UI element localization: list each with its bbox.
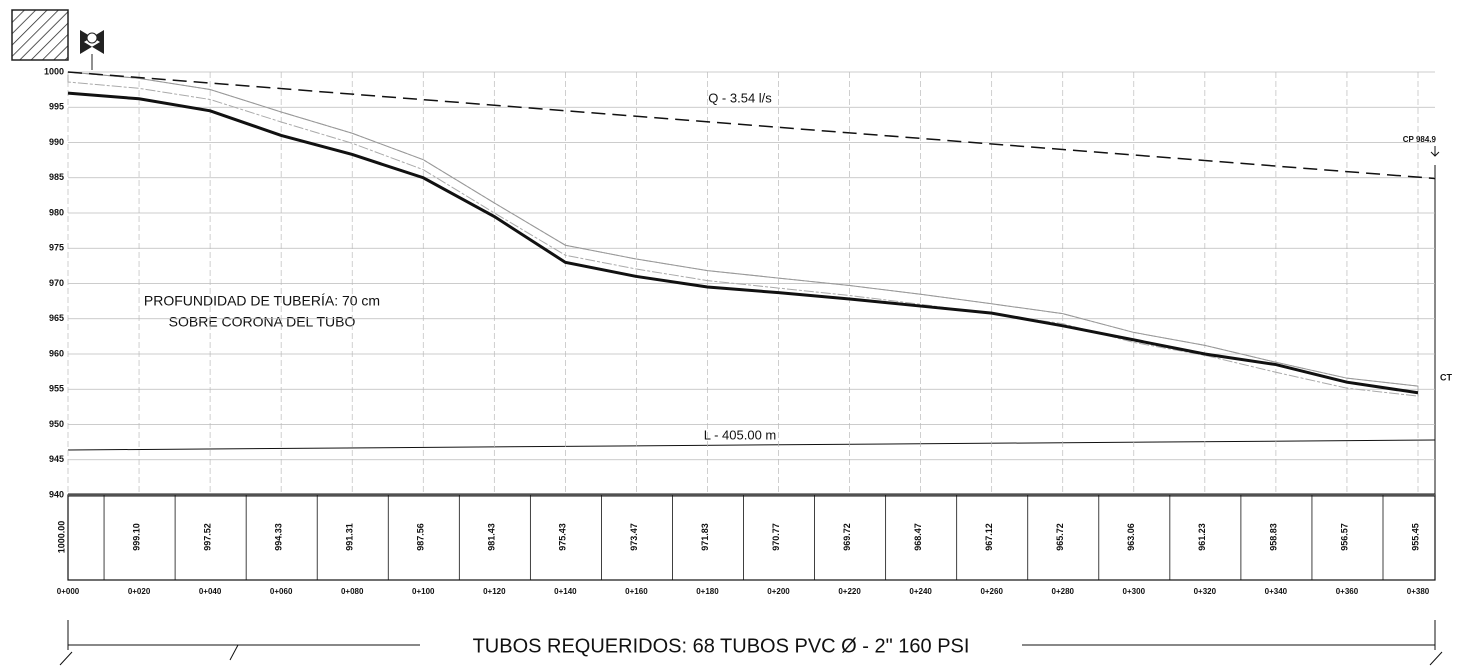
station-label: 0+140: [554, 587, 577, 596]
y-tick-label: 970: [49, 278, 64, 288]
station-label: 0+300: [1123, 587, 1146, 596]
elevation-value: 991.31: [345, 523, 355, 551]
dimension-ticks: [59, 620, 1443, 666]
depth-label: PROFUNDIDAD DE TUBERÍA: 70 cm: [144, 293, 380, 309]
station-label: 0+200: [767, 587, 790, 596]
elevation-value: 994.33: [274, 523, 284, 551]
station-label: 0+020: [128, 587, 151, 596]
station-label: 0+160: [625, 587, 648, 596]
station-label: 0+260: [980, 587, 1003, 596]
station-label: 0+120: [483, 587, 506, 596]
elevation-value: 1000.00: [56, 521, 66, 554]
reservoir-icon: [11, 9, 69, 61]
y-tick-label: 955: [49, 384, 64, 394]
station-label: 0+360: [1336, 587, 1359, 596]
elevation-value: 956.57: [1339, 523, 1349, 551]
elevation-value: 971.83: [700, 523, 710, 551]
pipe-line: [67, 91, 1419, 395]
y-tick-label: 960: [49, 348, 64, 358]
elevation-value: 975.43: [558, 523, 568, 551]
station-label: 0+240: [909, 587, 932, 596]
y-tick-label: 950: [49, 419, 64, 429]
elevation-value: 963.06: [1126, 523, 1136, 551]
station-label: 0+040: [199, 587, 222, 596]
elevation-value: 967.12: [984, 523, 994, 551]
station-label: 0+220: [838, 587, 861, 596]
y-tick-label: 975: [49, 243, 64, 253]
station-label: 0+100: [412, 587, 435, 596]
hydraulic-grade-line: [67, 71, 1436, 180]
y-tick-label: 940: [49, 489, 64, 499]
valve-icon: [80, 30, 104, 70]
elevation-value: 958.83: [1268, 523, 1278, 551]
depth-label: SOBRE CORONA DEL TUBO: [169, 314, 356, 330]
elevation-value: 969.72: [842, 523, 852, 551]
pipes-label: TUBOS REQUERIDOS: 68 TUBOS PVC Ø - 2" 16…: [473, 635, 970, 657]
station-label: 0+320: [1194, 587, 1217, 596]
station-label: 0+060: [270, 587, 293, 596]
flow-label: Q - 3.54 l/s: [708, 90, 772, 105]
length-line: [67, 439, 1436, 451]
terrain-label: CT: [1440, 372, 1452, 382]
station-label: 0+180: [696, 587, 719, 596]
elevation-value: 981.43: [487, 523, 497, 551]
elevation-value: 970.77: [771, 523, 781, 551]
elevation-value: 973.47: [629, 523, 639, 551]
y-tick-label: 980: [49, 207, 64, 217]
y-tick-label: 1000: [44, 66, 64, 76]
y-tick-label: 965: [49, 313, 64, 323]
cp-arrow: [1430, 146, 1440, 157]
elevation-value: 999.10: [131, 523, 141, 551]
station-label: 0+000: [57, 587, 80, 596]
station-label: 0+340: [1265, 587, 1288, 596]
elevation-value: 955.45: [1410, 523, 1420, 551]
terrain-line: [67, 71, 1419, 387]
y-tick-label: 985: [49, 172, 64, 182]
y-tick-label: 995: [49, 102, 64, 112]
length-label: L - 405.00 m: [704, 427, 777, 442]
elevation-value: 987.56: [416, 523, 426, 551]
y-tick-label: 990: [49, 137, 64, 147]
elevation-value: 961.23: [1197, 523, 1207, 551]
station-label: 0+280: [1052, 587, 1075, 596]
elevation-value: 997.52: [202, 523, 212, 551]
station-label: 0+380: [1407, 587, 1430, 596]
station-label: 0+080: [341, 587, 364, 596]
y-tick-label: 945: [49, 454, 64, 464]
elevation-value: 965.72: [1055, 523, 1065, 551]
end-point-label: CP 984.9: [1403, 135, 1437, 144]
elevation-value: 968.47: [913, 523, 923, 551]
